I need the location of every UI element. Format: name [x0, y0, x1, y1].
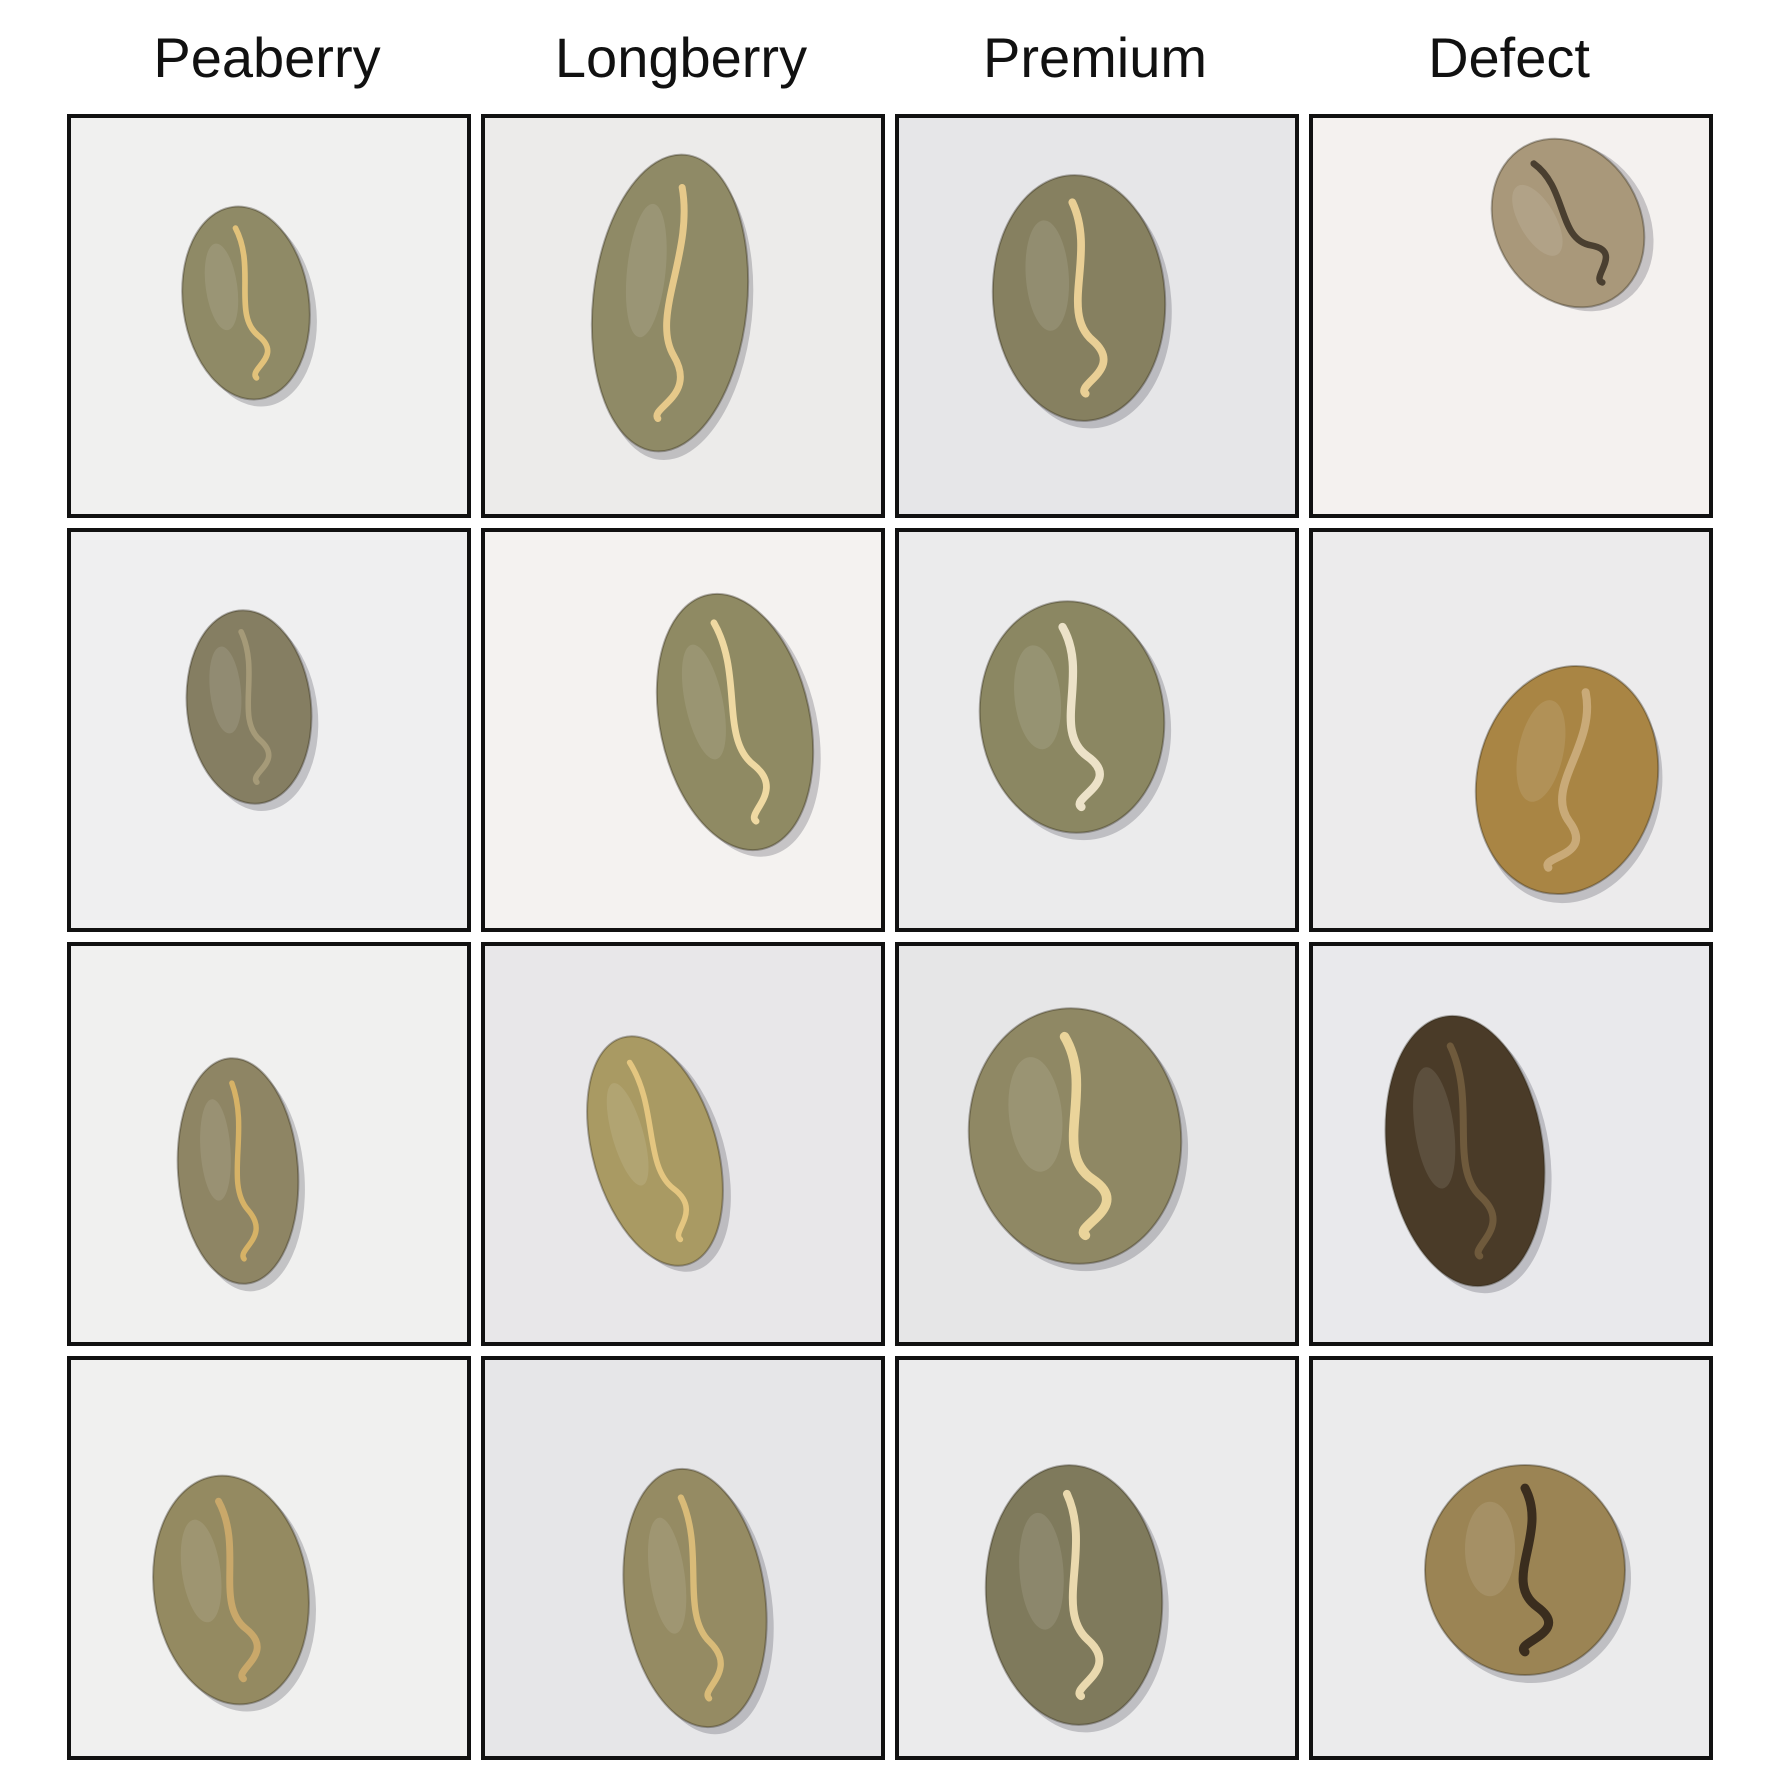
- coffee-bean: [586, 1035, 731, 1272]
- bean-highlight: [209, 646, 242, 734]
- bean-photo-defect-1: [1309, 114, 1713, 518]
- bean-photo-peaberry-3: [67, 942, 471, 1346]
- bean-highlight: [625, 203, 667, 338]
- coffee-bean: [185, 609, 319, 812]
- column-label-peaberry: Peaberry: [153, 26, 381, 89]
- column-label-premium: Premium: [982, 26, 1208, 89]
- bean-photo-defect-3: [1309, 942, 1713, 1346]
- coffee-bean: [590, 153, 754, 460]
- bean-center-cut: [677, 1494, 724, 1702]
- column-label-defect: Defect: [1428, 26, 1590, 89]
- bean-center-cut: [653, 183, 688, 423]
- bean-highlight: [1008, 1057, 1063, 1172]
- coffee-bean: [978, 600, 1172, 841]
- bean-photo-premium-4: [895, 1356, 1299, 1760]
- bean-center-cut: [1543, 688, 1592, 872]
- bean-highlight: [180, 1519, 222, 1623]
- bean-center-cut: [232, 225, 271, 381]
- coffee-bean: [1424, 1464, 1631, 1683]
- bean-photo-longberry-3: [481, 942, 885, 1346]
- bean-photo-defect-2: [1309, 528, 1713, 932]
- bean-center-cut: [215, 1497, 261, 1683]
- bean-photo-longberry-4: [481, 1356, 885, 1760]
- bean-center-cut: [1446, 1042, 1497, 1260]
- bean-highlight: [1014, 645, 1062, 750]
- bean-highlight: [1413, 1067, 1456, 1189]
- bean-center-cut: [1530, 160, 1610, 286]
- bean-center-cut: [1518, 1483, 1553, 1657]
- coffee-bean: [984, 1464, 1169, 1733]
- bean-highlight: [606, 1083, 649, 1186]
- coffee-bean: [181, 205, 317, 407]
- bean-highlight: [1516, 700, 1566, 802]
- bean-photo-longberry-2: [481, 528, 885, 932]
- bean-highlight: [1025, 220, 1070, 331]
- coffee-bean: [967, 1007, 1189, 1272]
- coffee-bean: [655, 592, 821, 857]
- bean-center-cut: [1068, 198, 1108, 398]
- bean-highlight: [681, 644, 726, 760]
- coffee-bean: [1474, 664, 1663, 904]
- bean-highlight: [1465, 1501, 1515, 1597]
- bean-center-cut: [626, 1059, 689, 1243]
- coffee-bean: [1384, 1014, 1552, 1294]
- bean-photo-peaberry-4: [67, 1356, 471, 1760]
- bean-center-cut: [229, 1080, 259, 1262]
- bean-photo-peaberry-1: [67, 114, 471, 518]
- bean-center-cut: [1059, 1031, 1112, 1241]
- bean-center-cut: [1058, 622, 1104, 812]
- bean-highlight: [647, 1517, 687, 1634]
- coffee-bean: [1490, 137, 1654, 312]
- coffee-bean: [152, 1474, 316, 1712]
- bean-photo-premium-3: [895, 942, 1299, 1346]
- bean-highlight: [1019, 1512, 1064, 1630]
- bean-highlight: [1512, 184, 1563, 256]
- bean-photo-premium-2: [895, 528, 1299, 932]
- bean-photo-peaberry-2: [67, 528, 471, 932]
- bean-center-cut: [1062, 1489, 1104, 1701]
- bean-photo-longberry-1: [481, 114, 885, 518]
- bean-highlight: [200, 1099, 231, 1201]
- coffee-bean: [622, 1467, 774, 1735]
- bean-center-cut: [238, 628, 272, 786]
- column-label-longberry: Longberry: [554, 26, 808, 89]
- bean-photo-premium-1: [895, 114, 1299, 518]
- coffee-bean: [176, 1057, 305, 1292]
- bean-highlight: [204, 243, 239, 331]
- bean-photo-defect-4: [1309, 1356, 1713, 1760]
- coffee-bean: [991, 174, 1172, 429]
- bean-center-cut: [710, 619, 770, 825]
